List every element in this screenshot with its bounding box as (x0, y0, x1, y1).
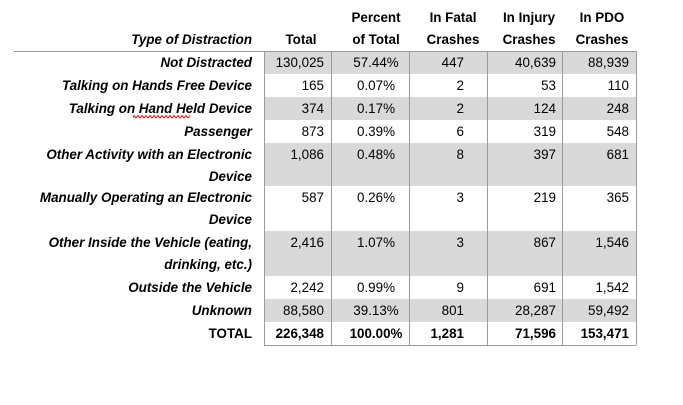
total-label: TOTAL (208, 326, 252, 341)
shaded-band (264, 299, 636, 322)
cell-fatal: 2 (456, 78, 464, 93)
header-fatal-line1: In Fatal (429, 10, 477, 25)
cell-injury: 28,287 (515, 303, 556, 318)
cell-fatal: 8 (456, 147, 464, 162)
shaded-band (264, 143, 636, 186)
row-label: Other Activity with an Electronic (46, 147, 252, 162)
cell-total: 130,025 (275, 55, 324, 70)
column-divider (562, 51, 563, 345)
cell-total: 1,086 (290, 147, 324, 162)
total-cell-pdo: 153,471 (580, 326, 629, 341)
row-label: Not Distracted (160, 55, 252, 70)
total-cell-fatal: 1,281 (430, 326, 464, 341)
column-divider (409, 51, 410, 345)
spellcheck-squiggle (133, 115, 191, 119)
cell-total: 873 (301, 124, 324, 139)
row-label-continued: Device (208, 169, 252, 184)
cell-percent: 57.44% (353, 55, 399, 70)
cell-fatal: 3 (456, 190, 464, 205)
cell-pdo: 110 (607, 78, 629, 93)
row-label: Talking on Hand Held Device (68, 101, 252, 116)
cell-total: 165 (301, 78, 324, 93)
shaded-band (264, 231, 636, 276)
header-rule (14, 51, 636, 52)
cell-pdo: 59,492 (588, 303, 629, 318)
cell-injury: 319 (533, 124, 556, 139)
row-label: Outside the Vehicle (128, 280, 252, 295)
cell-fatal: 447 (441, 55, 464, 70)
cell-percent: 0.17% (357, 101, 395, 116)
cell-fatal: 9 (456, 280, 464, 295)
cell-total: 88,580 (283, 303, 324, 318)
header-fatal-line2: Crashes (426, 32, 480, 47)
total-cell-injury: 71,596 (515, 326, 556, 341)
cell-injury: 219 (533, 190, 556, 205)
header-total: Total (285, 32, 317, 47)
cell-injury: 124 (533, 101, 556, 116)
cell-percent: 0.99% (357, 280, 395, 295)
cell-fatal: 3 (456, 235, 464, 250)
table-bottom-rule (264, 345, 636, 346)
column-divider (331, 51, 332, 345)
cell-pdo: 1,546 (595, 235, 629, 250)
cell-pdo: 88,939 (588, 55, 629, 70)
shaded-band (264, 51, 636, 74)
cell-percent: 0.48% (357, 147, 395, 162)
cell-pdo: 248 (606, 101, 629, 116)
row-label-continued: drinking, etc.) (164, 257, 252, 272)
header-injury-line1: In Injury (502, 10, 556, 25)
cell-pdo: 1,542 (595, 280, 629, 295)
header-pdo-line2: Crashes (575, 32, 629, 47)
cell-pdo: 548 (606, 124, 629, 139)
cell-injury: 691 (533, 280, 556, 295)
cell-total: 374 (301, 101, 324, 116)
total-cell-percent: 100.00% (349, 326, 403, 341)
cell-pdo: 365 (606, 190, 629, 205)
row-label: Unknown (191, 303, 252, 318)
cell-fatal: 6 (456, 124, 464, 139)
cell-total: 587 (301, 190, 324, 205)
column-divider (636, 51, 637, 345)
cell-injury: 40,639 (515, 55, 556, 70)
header-injury-line2: Crashes (502, 32, 556, 47)
column-divider (487, 51, 488, 345)
cell-percent: 0.39% (357, 124, 395, 139)
total-cell-total: 226,348 (275, 326, 324, 341)
header-type-of-distraction: Type of Distraction (131, 32, 252, 47)
cell-pdo: 681 (606, 147, 629, 162)
cell-percent: 39.13% (353, 303, 399, 318)
cell-injury: 867 (533, 235, 556, 250)
header-pdo-line1: In PDO (579, 10, 625, 25)
row-label: Talking on Hands Free Device (61, 78, 252, 93)
row-label: Passenger (184, 124, 252, 139)
shaded-band (264, 97, 636, 120)
cell-total: 2,242 (290, 280, 324, 295)
row-label: Other Inside the Vehicle (eating, (48, 235, 252, 250)
cell-total: 2,416 (290, 235, 324, 250)
cell-percent: 1.07% (357, 235, 395, 250)
header-percent-line1: Percent (351, 10, 401, 25)
cell-fatal: 2 (456, 101, 464, 116)
row-label-continued: Device (208, 212, 252, 227)
row-label: Manually Operating an Electronic (39, 190, 252, 205)
header-percent-line2: of Total (352, 32, 400, 47)
column-divider (264, 51, 265, 345)
cell-injury: 53 (541, 78, 556, 93)
cell-percent: 0.26% (357, 190, 395, 205)
cell-injury: 397 (533, 147, 556, 162)
cell-percent: 0.07% (357, 78, 395, 93)
cell-fatal: 801 (441, 303, 464, 318)
